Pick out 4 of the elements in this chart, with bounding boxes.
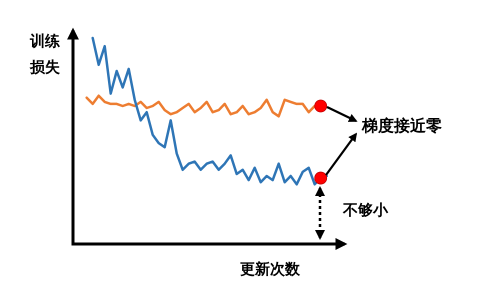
text: 梯度接近零 bbox=[361, 116, 442, 135]
x-axis-title: 更新次数 bbox=[240, 260, 301, 278]
y-axis-title: 训练损失 bbox=[29, 32, 60, 76]
text: 不够小 bbox=[342, 201, 389, 219]
